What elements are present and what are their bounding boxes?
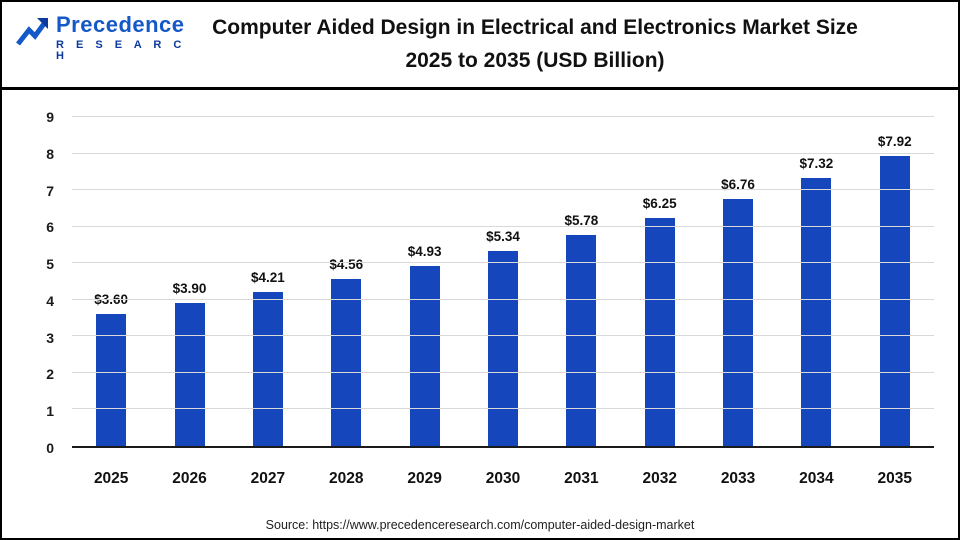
y-tick-label-0: 0 (46, 440, 54, 456)
bar-value-label-2035: $7.92 (877, 134, 912, 150)
gridline-y-4 (72, 298, 934, 300)
gridline-y-3 (72, 335, 934, 337)
gridline-y-2 (72, 371, 934, 373)
bar-2028 (331, 279, 362, 446)
gridline-y-5 (72, 262, 934, 264)
bar-value-label-2028: $4.56 (329, 257, 364, 273)
chart-title-line2: 2025 to 2035 (USD Billion) (405, 48, 665, 72)
bar-2029 (409, 265, 440, 446)
bar-2034 (801, 178, 832, 446)
x-tick-label-2034: 2034 (799, 470, 834, 487)
logo-text: Precedence R E S E A R C H (56, 14, 186, 62)
gridline-y-9 (72, 116, 934, 117)
header: Precedence R E S E A R C H Computer Aide… (2, 2, 958, 90)
x-tick-label-2025: 2025 (93, 470, 129, 487)
y-tick-label-9: 9 (46, 109, 54, 125)
bar-value-label-2030: $5.34 (486, 228, 520, 244)
y-tick-label-7: 7 (46, 182, 54, 199)
x-tick-label-2027: 2027 (250, 470, 286, 487)
y-tick-label-1: 1 (46, 403, 54, 420)
bar-column-2032: $6.25 (621, 117, 699, 446)
x-tick-label-2035: 2035 (877, 470, 913, 487)
chart-region: 0 1 2 3 4 5 6 7 8 9 $3.60 $3.90 $4.21 $4.56 $4.93 $5.3… (2, 93, 958, 506)
bar-value-label-2033: $6.76 (721, 176, 755, 192)
bar-2027 (252, 292, 283, 446)
x-tick-label-2031: 2031 (564, 470, 599, 487)
bar-column-2025: $3.60 (72, 117, 150, 446)
chart-title-line1: Computer Aided Design in Electrical and … (212, 15, 858, 39)
bar-column-2027: $4.21 (229, 117, 307, 446)
bar-column-2028: $4.56 (307, 117, 385, 446)
bar-value-label-2027: $4.21 (251, 270, 285, 286)
logo: Precedence R E S E A R C H (16, 14, 186, 62)
bar-2031 (566, 234, 597, 446)
bar-column-2035: $7.92 (856, 117, 934, 446)
bar-column-2030: $5.34 (464, 117, 542, 446)
bar-value-label-2026: $3.90 (172, 281, 207, 297)
chart-title: Computer Aided Design in Electrical and … (2, 12, 958, 77)
x-axis-labels: 2025 2026 2027 2028 2029 2030 2031 2032 2033 2034… (72, 458, 934, 488)
logo-arrow-icon (16, 14, 50, 53)
bar-2030 (487, 250, 518, 446)
bar-value-label-2025: $3.60 (94, 292, 129, 308)
bar-value-label-2032: $6.25 (642, 195, 677, 211)
bar-column-2026: $3.90 (150, 117, 228, 446)
y-tick-label-6: 6 (46, 219, 54, 236)
x-tick-label-2033: 2033 (720, 470, 756, 487)
logo-name: Precedence (56, 12, 185, 37)
bar-column-2029: $4.93 (385, 117, 463, 446)
y-tick-label-4: 4 (46, 292, 54, 309)
bar-2035 (879, 156, 910, 446)
bar-2032 (644, 217, 675, 446)
y-tick-label-2: 2 (46, 366, 54, 383)
bar-column-2034: $7.32 (777, 117, 855, 446)
plot-area: $3.60 $3.90 $4.21 $4.56 $4.93 $5.34 $5.78 $6.25… (72, 116, 934, 448)
gridline-y-6 (72, 225, 934, 227)
gridline-y-1 (72, 408, 934, 410)
y-tick-label-5: 5 (46, 256, 54, 273)
logo-subtitle: R E S E A R C H (56, 39, 186, 62)
bars-container: $3.60 $3.90 $4.21 $4.56 $4.93 $5.34 $5.78 $6.25… (72, 117, 934, 446)
gridline-y-8 (72, 152, 934, 154)
bar-2033 (723, 198, 754, 446)
x-tick-label-2026: 2026 (172, 470, 207, 487)
x-tick-label-2029: 2029 (407, 470, 442, 487)
source-attribution: Source: https://www.precedenceresearch.c… (265, 518, 695, 532)
x-tick-label-2032: 2032 (642, 470, 677, 487)
y-tick-label-3: 3 (46, 329, 54, 346)
bar-value-label-2031: $5.78 (564, 212, 599, 228)
bar-column-2033: $6.76 (699, 117, 777, 446)
x-tick-label-2030: 2030 (485, 470, 521, 487)
bar-2026 (174, 303, 205, 446)
bar-2025 (96, 314, 127, 446)
bar-column-2031: $5.78 (542, 117, 620, 446)
bar-value-label-2029: $4.93 (407, 243, 442, 259)
x-tick-label-2028: 2028 (329, 470, 364, 487)
y-axis-labels: 0 1 2 3 4 5 6 7 8 9 (2, 109, 64, 456)
gridline-y-7 (72, 189, 934, 191)
bar-value-label-2034: $7.32 (799, 156, 834, 172)
y-tick-label-8: 8 (46, 145, 54, 162)
